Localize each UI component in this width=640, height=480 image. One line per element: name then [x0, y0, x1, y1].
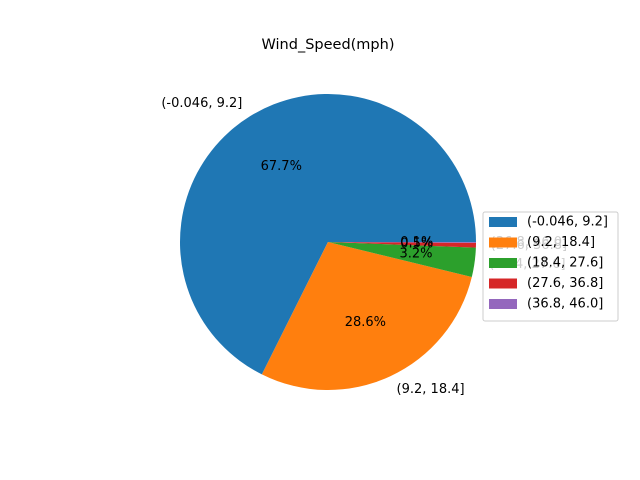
- slice-1: [180, 94, 476, 375]
- slice-label-1: (-0.046, 9.2]: [161, 96, 242, 111]
- chart-title: Wind_Speed(mph): [262, 37, 395, 53]
- percent-label-1: 67.7%: [261, 159, 302, 174]
- pie-slices: [180, 94, 476, 390]
- legend-swatch-5: [489, 299, 517, 309]
- legend-label-2: (9.2, 18.4]: [527, 235, 595, 250]
- percent-label-2: 28.6%: [345, 315, 386, 330]
- legend-label-4: (27.6, 36.8]: [527, 276, 603, 291]
- slice-4: [328, 242, 476, 248]
- percent-labels: 67.7% 28.6% 3.2%0.5%0.1%: [261, 159, 434, 330]
- percent-label-4: 0.5%: [400, 236, 433, 251]
- percent-label-5: 0.1%: [400, 235, 433, 250]
- legend: (-0.046, 9.2] (9.2, 18.4] (18.4, 27.6] (27.…: [482, 211, 619, 322]
- slice-2: [261, 242, 472, 390]
- legend-swatch-3: [489, 258, 517, 268]
- legend-label-5: (36.8, 46.0]: [527, 297, 603, 312]
- legend-swatch-1: [489, 217, 517, 227]
- percent-label-3: 3.2%: [399, 247, 432, 262]
- legend-swatch-4: [489, 278, 517, 289]
- legend-swatch-2: [489, 237, 517, 248]
- legend-label-3: (18.4, 27.6]: [527, 256, 603, 271]
- slice-5: [328, 242, 476, 243]
- legend-label-1: (-0.046, 9.2]: [527, 215, 608, 230]
- slice-3: [328, 242, 476, 277]
- slice-label-2: (9.2, 18.4]: [397, 382, 465, 397]
